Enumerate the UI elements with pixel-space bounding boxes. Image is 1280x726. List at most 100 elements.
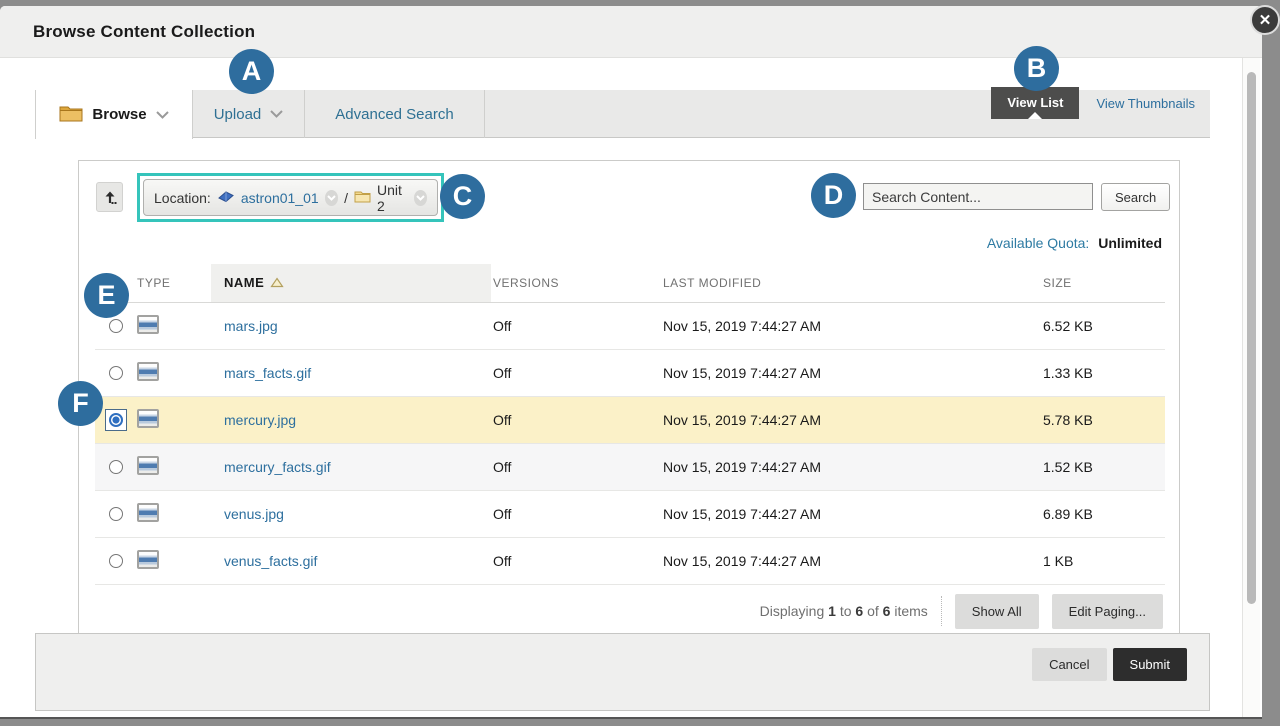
size-value: 5.78 KB xyxy=(1041,396,1165,444)
up-directory-button[interactable] xyxy=(96,182,123,212)
paging-bar: Displaying 1 to 6 of 6 items Show All Ed… xyxy=(95,587,1163,635)
show-all-button[interactable]: Show All xyxy=(954,593,1039,629)
file-link[interactable]: mars_facts.gif xyxy=(224,364,312,381)
versions-value: Off xyxy=(491,349,661,397)
file-table: TYPE NAME VERSIONS LAST MODIFIED SIZE ma… xyxy=(95,264,1165,585)
close-icon: ✕ xyxy=(1258,12,1272,29)
file-link[interactable]: venus_facts.gif xyxy=(224,552,318,569)
tab-upload-label: Upload xyxy=(213,105,262,123)
image-file-icon xyxy=(137,455,159,475)
search-area: Search xyxy=(863,183,1171,211)
last-modified-value: Nov 15, 2019 7:44:27 AM xyxy=(661,537,1041,585)
radio-wrap xyxy=(106,316,126,336)
tab-strip: Browse Upload Advanced Search View List … xyxy=(35,87,1210,139)
callout-badge-d: D xyxy=(811,173,856,218)
table-row: mercury.jpg Off Nov 15, 2019 7:44:27 AM … xyxy=(95,396,1165,444)
available-quota: Available Quota: Unlimited xyxy=(987,235,1162,251)
image-file-icon xyxy=(137,361,159,381)
file-link[interactable]: mercury.jpg xyxy=(224,411,297,428)
available-quota-value: Unlimited xyxy=(1098,235,1162,251)
course-menu-chevron-icon[interactable] xyxy=(324,189,339,206)
last-modified-value: Nov 15, 2019 7:44:27 AM xyxy=(661,396,1041,444)
search-button[interactable]: Search xyxy=(1101,183,1171,211)
location-label: Location: xyxy=(154,189,211,206)
tab-browse[interactable]: Browse xyxy=(35,90,193,139)
size-column-header: SIZE xyxy=(1041,264,1165,303)
size-value: 1 KB xyxy=(1041,537,1165,585)
location-breadcrumb: Location: astron01_01 / xyxy=(143,179,438,216)
tab-advanced-search[interactable]: Advanced Search xyxy=(305,90,485,138)
search-input[interactable] xyxy=(863,183,1093,210)
file-radio[interactable] xyxy=(109,318,123,333)
displaying-text: Displaying 1 to 6 of 6 items xyxy=(759,603,928,619)
callout-badge-a: A xyxy=(229,49,274,94)
cancel-button[interactable]: Cancel xyxy=(1032,648,1107,681)
content-panel: Location: astron01_01 / xyxy=(78,160,1180,636)
folder-icon xyxy=(354,190,371,206)
versions-value: Off xyxy=(491,443,661,491)
active-view-notch xyxy=(1028,112,1043,119)
last-modified-column-header: LAST MODIFIED xyxy=(661,264,1041,303)
file-radio[interactable] xyxy=(109,459,123,474)
size-value: 6.89 KB xyxy=(1041,490,1165,538)
type-column-header: TYPE xyxy=(135,264,211,303)
table-row: mercury_facts.gif Off Nov 15, 2019 7:44:… xyxy=(95,443,1165,491)
folder-menu-chevron-icon[interactable] xyxy=(413,189,428,206)
versions-value: Off xyxy=(491,302,661,350)
last-modified-value: Nov 15, 2019 7:44:27 AM xyxy=(661,349,1041,397)
last-modified-value: Nov 15, 2019 7:44:27 AM xyxy=(661,490,1041,538)
file-link[interactable]: mercury_facts.gif xyxy=(224,458,331,475)
paging-separator xyxy=(940,596,942,626)
versions-value: Off xyxy=(491,490,661,538)
tab-upload[interactable]: Upload xyxy=(193,90,305,138)
file-radio[interactable] xyxy=(109,553,123,568)
close-button[interactable]: ✕ xyxy=(1250,5,1280,35)
table-row: mars_facts.gif Off Nov 15, 2019 7:44:27 … xyxy=(95,349,1165,397)
breadcrumb-folder-label: Unit 2 xyxy=(376,181,402,214)
image-file-icon xyxy=(137,408,159,428)
breadcrumb-course-link[interactable]: astron01_01 xyxy=(240,189,319,206)
scrollbar-thumb[interactable] xyxy=(1247,72,1256,604)
chevron-down-icon xyxy=(155,110,169,119)
edit-paging-button[interactable]: Edit Paging... xyxy=(1051,593,1163,629)
vertical-scrollbar[interactable] xyxy=(1242,58,1260,717)
callout-badge-b: B xyxy=(1014,46,1059,91)
radio-wrap xyxy=(105,408,127,431)
size-value: 1.52 KB xyxy=(1041,443,1165,491)
versions-value: Off xyxy=(491,396,661,444)
view-list-label: View List xyxy=(1007,95,1064,110)
view-thumbnails-link[interactable]: View Thumbnails xyxy=(1079,87,1195,111)
table-row: venus.jpg Off Nov 15, 2019 7:44:27 AM 6.… xyxy=(95,490,1165,538)
available-quota-link[interactable]: Available Quota: xyxy=(986,235,1090,251)
callout-badge-f: F xyxy=(58,381,103,426)
browse-content-collection-dialog: Browse Content Collection ✕ Browse Uploa… xyxy=(0,5,1280,717)
breadcrumb-separator: / xyxy=(344,189,348,206)
file-link[interactable]: mars.jpg xyxy=(224,317,278,334)
up-arrow-icon xyxy=(105,191,116,204)
dialog-footer: Cancel Submit xyxy=(35,633,1210,711)
dialog-titlebar: Browse Content Collection xyxy=(0,6,1262,58)
image-file-icon xyxy=(137,549,159,569)
table-header-row: TYPE NAME VERSIONS LAST MODIFIED SIZE xyxy=(95,264,1165,303)
name-column-header[interactable]: NAME xyxy=(211,264,491,303)
size-value: 1.33 KB xyxy=(1041,349,1165,397)
view-thumbnails-label: View Thumbnails xyxy=(1096,96,1195,111)
chevron-down-icon xyxy=(270,110,283,118)
view-toggle: View List View Thumbnails xyxy=(991,87,1195,135)
file-radio[interactable] xyxy=(109,365,123,380)
folder-icon xyxy=(59,104,83,126)
submit-button[interactable]: Submit xyxy=(1112,648,1187,681)
file-link[interactable]: venus.jpg xyxy=(224,505,284,522)
last-modified-value: Nov 15, 2019 7:44:27 AM xyxy=(661,443,1041,491)
versions-column-header: VERSIONS xyxy=(491,264,661,303)
tab-browse-label: Browse xyxy=(92,106,147,123)
file-radio[interactable] xyxy=(109,412,123,427)
tab-advanced-search-label: Advanced Search xyxy=(335,105,454,123)
file-radio[interactable] xyxy=(109,506,123,521)
versions-value: Off xyxy=(491,537,661,585)
view-list-button[interactable]: View List xyxy=(991,87,1080,119)
radio-wrap xyxy=(106,457,126,477)
image-file-icon xyxy=(137,502,159,522)
course-icon xyxy=(217,190,235,206)
location-callout-highlight: Location: astron01_01 / xyxy=(137,173,444,222)
